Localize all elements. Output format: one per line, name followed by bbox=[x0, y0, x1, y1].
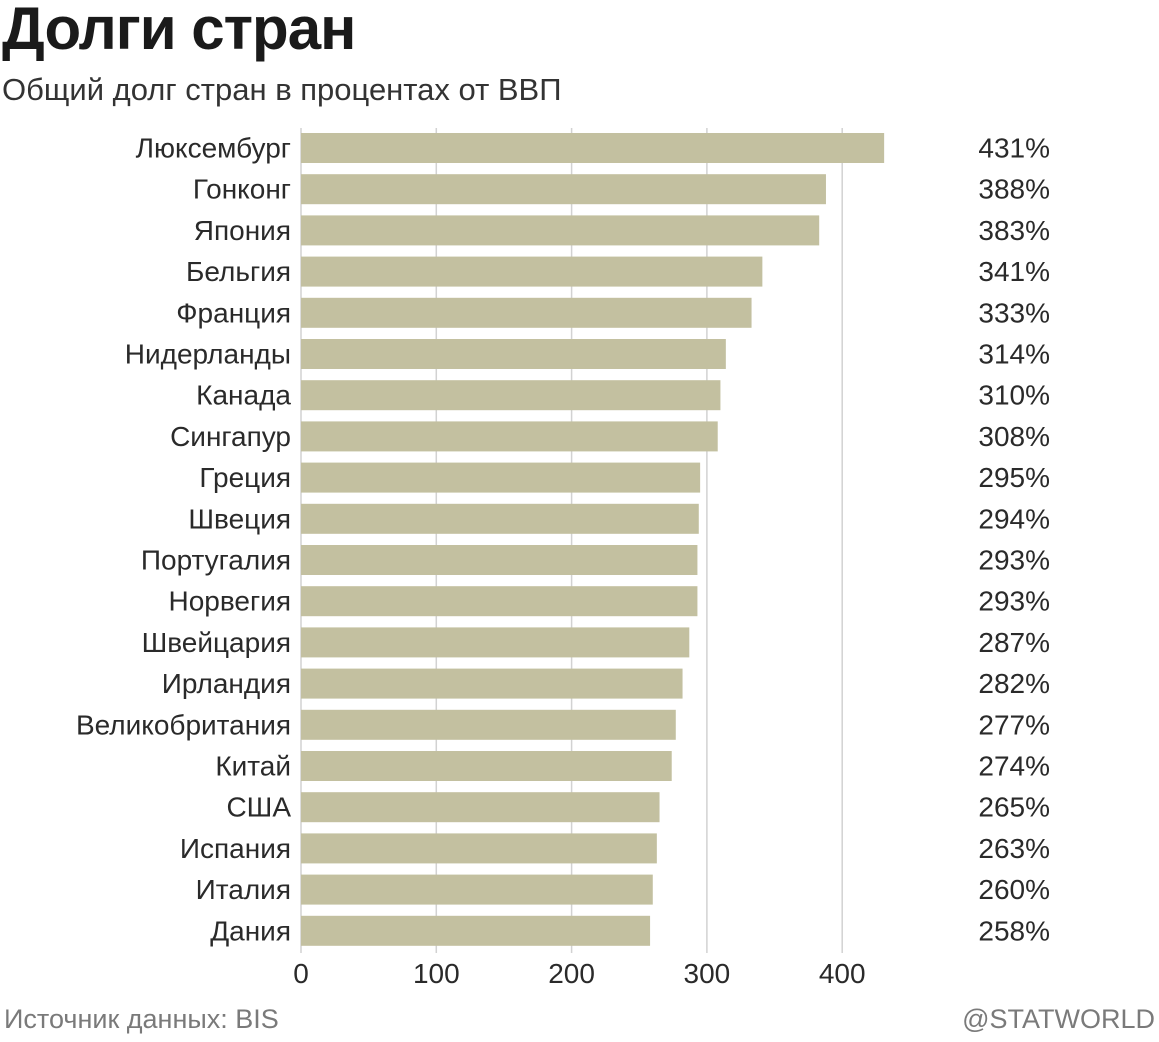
value-label: 341% bbox=[978, 256, 1050, 287]
value-label: 314% bbox=[978, 339, 1050, 370]
chart-title: Долги стран bbox=[2, 0, 356, 62]
bar bbox=[301, 792, 660, 823]
chart-subtitle: Общий долг стран в процентах от ВВП bbox=[2, 72, 562, 107]
bar bbox=[301, 668, 683, 699]
value-label: 388% bbox=[978, 174, 1050, 205]
bar bbox=[301, 297, 752, 328]
category-label: Люксембург bbox=[136, 133, 291, 164]
bar bbox=[301, 174, 826, 205]
category-label: Гонконг bbox=[193, 174, 291, 205]
value-label: 295% bbox=[978, 462, 1050, 493]
bar-chart: Люксембург 431% Гонконг 388% Япония 383% Бельг… bbox=[76, 128, 1050, 989]
bar bbox=[301, 874, 653, 905]
value-label: 310% bbox=[978, 380, 1050, 411]
bar bbox=[301, 503, 699, 534]
bar bbox=[301, 627, 690, 658]
category-label: Канада bbox=[196, 380, 291, 411]
value-label: 431% bbox=[978, 133, 1050, 164]
bar bbox=[301, 133, 885, 163]
category-label: Нидерланды bbox=[125, 339, 291, 370]
value-label: 260% bbox=[978, 874, 1050, 905]
value-label: 333% bbox=[978, 297, 1050, 328]
category-label: Норвегия bbox=[168, 586, 291, 617]
x-tick-label: 300 bbox=[684, 958, 731, 989]
category-label: Ирландия bbox=[162, 668, 291, 699]
value-label: 383% bbox=[978, 215, 1050, 246]
source-note: Источник данных: BIS bbox=[4, 1004, 279, 1034]
value-label: 308% bbox=[978, 421, 1050, 452]
value-label: 282% bbox=[978, 668, 1050, 699]
bar bbox=[301, 215, 820, 246]
category-label: Швейцария bbox=[142, 627, 291, 658]
value-label: 293% bbox=[978, 586, 1050, 617]
value-label: 287% bbox=[978, 627, 1050, 658]
category-label: Великобритания bbox=[76, 709, 291, 740]
x-tick-label: 100 bbox=[413, 958, 460, 989]
category-label: Швеция bbox=[188, 503, 291, 534]
bar bbox=[301, 751, 672, 781]
category-label: Франция bbox=[176, 297, 291, 328]
bar bbox=[301, 339, 726, 369]
bar bbox=[301, 421, 718, 452]
bar bbox=[301, 915, 651, 946]
category-label: США bbox=[226, 792, 291, 823]
category-label: Италия bbox=[196, 874, 291, 905]
category-label: Бельгия bbox=[186, 256, 291, 287]
bar bbox=[301, 833, 657, 864]
category-label: Япония bbox=[194, 215, 291, 246]
bar bbox=[301, 545, 698, 575]
category-label: Сингапур bbox=[170, 421, 291, 452]
bar bbox=[301, 462, 701, 493]
value-label: 274% bbox=[978, 751, 1050, 782]
bar bbox=[301, 709, 676, 740]
bar bbox=[301, 380, 721, 411]
category-label: Испания bbox=[180, 833, 291, 864]
category-label: Китай bbox=[215, 751, 291, 782]
value-label: 265% bbox=[978, 792, 1050, 823]
credit-label: @STATWORLD bbox=[962, 1004, 1155, 1034]
x-tick-label: 400 bbox=[819, 958, 866, 989]
value-label: 277% bbox=[978, 709, 1050, 740]
bar bbox=[301, 256, 763, 287]
x-tick-label: 200 bbox=[548, 958, 595, 989]
value-label: 293% bbox=[978, 545, 1050, 576]
value-label: 258% bbox=[978, 915, 1050, 946]
category-label: Португалия bbox=[141, 545, 291, 576]
category-label: Дания bbox=[210, 915, 291, 946]
bar bbox=[301, 586, 698, 617]
value-label: 263% bbox=[978, 833, 1050, 864]
value-label: 294% bbox=[978, 503, 1050, 534]
category-label: Греция bbox=[199, 462, 291, 493]
x-tick-label: 0 bbox=[293, 958, 309, 989]
